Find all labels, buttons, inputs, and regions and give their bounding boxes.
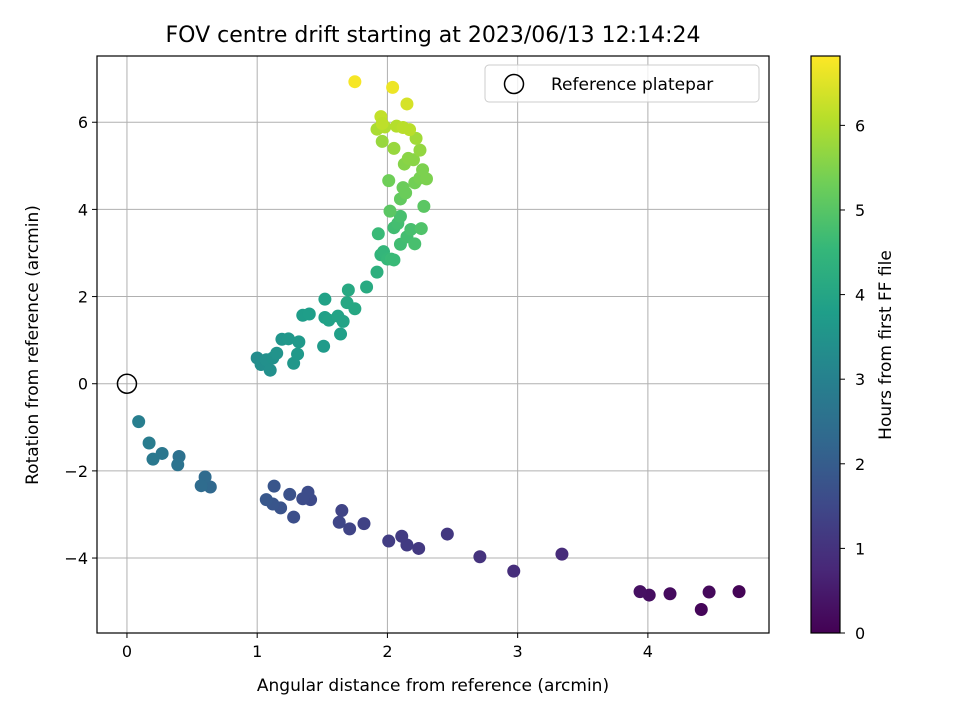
- colorbar-tick-label: 6: [855, 116, 865, 135]
- data-point: [375, 117, 389, 131]
- x-axis-label: Angular distance from reference (arcmin): [257, 676, 609, 696]
- data-point: [341, 283, 355, 297]
- data-point: [375, 134, 389, 148]
- colorbar-tick-label: 0: [855, 624, 865, 643]
- data-point: [633, 585, 647, 599]
- data-point: [318, 292, 332, 306]
- colorbar-tick-label: 3: [855, 370, 865, 389]
- x-tick-label: 0: [122, 642, 132, 661]
- reference-platepar-marker: [116, 373, 138, 394]
- colorbar-label: Hours from first FF file: [876, 250, 896, 440]
- data-point: [417, 199, 431, 213]
- legend: Reference platepar: [484, 64, 760, 103]
- reference-marker-layer: [116, 373, 138, 394]
- data-point: [406, 153, 420, 167]
- data-point: [387, 141, 401, 155]
- data-point: [440, 527, 454, 541]
- data-point: [694, 602, 708, 616]
- data-point: [360, 280, 374, 294]
- data-point: [336, 314, 350, 328]
- data-point: [414, 222, 428, 236]
- colorbar-tick-label: 1: [855, 539, 865, 558]
- data-point: [317, 339, 331, 353]
- data-point: [283, 487, 297, 501]
- data-point: [419, 172, 433, 186]
- data-point: [287, 510, 301, 524]
- data-point: [142, 436, 156, 450]
- colorbar-gradient: [811, 56, 840, 633]
- data-point: [413, 143, 427, 157]
- data-point: [132, 415, 146, 429]
- data-point: [555, 547, 569, 561]
- data-point: [370, 265, 384, 279]
- legend-label: Reference platepar: [551, 75, 713, 95]
- data-point: [382, 534, 396, 548]
- data-point: [296, 492, 310, 506]
- y-tick-label: 2: [78, 288, 88, 307]
- data-point: [507, 564, 521, 578]
- data-point: [473, 550, 487, 564]
- colorbar-tick-label: 4: [855, 286, 865, 305]
- data-point: [382, 174, 396, 188]
- data-point: [702, 585, 716, 599]
- data-point: [663, 587, 677, 601]
- data-point: [343, 522, 357, 536]
- data-point: [267, 479, 281, 493]
- data-point: [412, 541, 426, 555]
- y-tick-label: 6: [78, 113, 88, 132]
- data-point: [403, 123, 417, 137]
- colorbar-tick-label: 5: [855, 201, 865, 220]
- grid: [97, 56, 769, 633]
- x-tick-label: 4: [643, 642, 653, 661]
- data-point: [395, 529, 409, 543]
- data-point: [263, 363, 277, 377]
- colorbar-ticks: 0 1 2 3 4 5 6: [840, 116, 865, 643]
- data-point: [302, 307, 316, 321]
- scatter-points: [132, 75, 746, 616]
- data-point: [732, 585, 746, 599]
- y-tick-label: 4: [78, 200, 88, 219]
- data-point: [408, 237, 422, 251]
- y-tick-label: −4: [64, 549, 88, 568]
- x-tick-label: 3: [513, 642, 523, 661]
- plot-frame: [96, 55, 770, 634]
- data-point: [399, 186, 413, 200]
- data-point: [332, 515, 346, 529]
- data-point: [387, 253, 401, 267]
- data-point: [334, 327, 348, 341]
- legend-reference-marker: [503, 73, 525, 95]
- data-point: [291, 347, 305, 361]
- data-point: [357, 517, 371, 531]
- data-point: [386, 80, 400, 94]
- colorbar-frame: [810, 55, 841, 634]
- data-point: [383, 204, 397, 218]
- colorbar: 0 1 2 3 4 5 6 Hours from first FF file: [810, 55, 896, 643]
- data-point: [335, 504, 349, 518]
- data-point: [146, 452, 160, 466]
- data-point: [194, 479, 208, 493]
- y-axis-ticks: −4 −2 0 2 4 6: [64, 113, 97, 568]
- data-point: [259, 493, 273, 507]
- x-tick-label: 2: [382, 642, 392, 661]
- data-point: [400, 97, 414, 111]
- x-tick-label: 1: [252, 642, 262, 661]
- y-axis-label: Rotation from reference (arcmin): [23, 205, 43, 485]
- data-point: [292, 335, 306, 349]
- data-point: [348, 75, 362, 89]
- data-point: [404, 222, 418, 236]
- chart-title: FOV centre drift starting at 2023/06/13 …: [166, 23, 701, 48]
- x-axis-ticks: 0 1 2 3 4: [122, 633, 653, 661]
- data-point: [348, 302, 362, 316]
- legend-box: [484, 64, 760, 103]
- data-point: [371, 227, 385, 241]
- colorbar-tick-label: 2: [855, 455, 865, 474]
- y-tick-label: −2: [64, 462, 88, 481]
- data-point: [171, 458, 185, 472]
- y-tick-label: 0: [78, 375, 88, 394]
- data-point: [393, 209, 407, 223]
- data-point: [270, 346, 284, 360]
- data-point: [281, 332, 295, 346]
